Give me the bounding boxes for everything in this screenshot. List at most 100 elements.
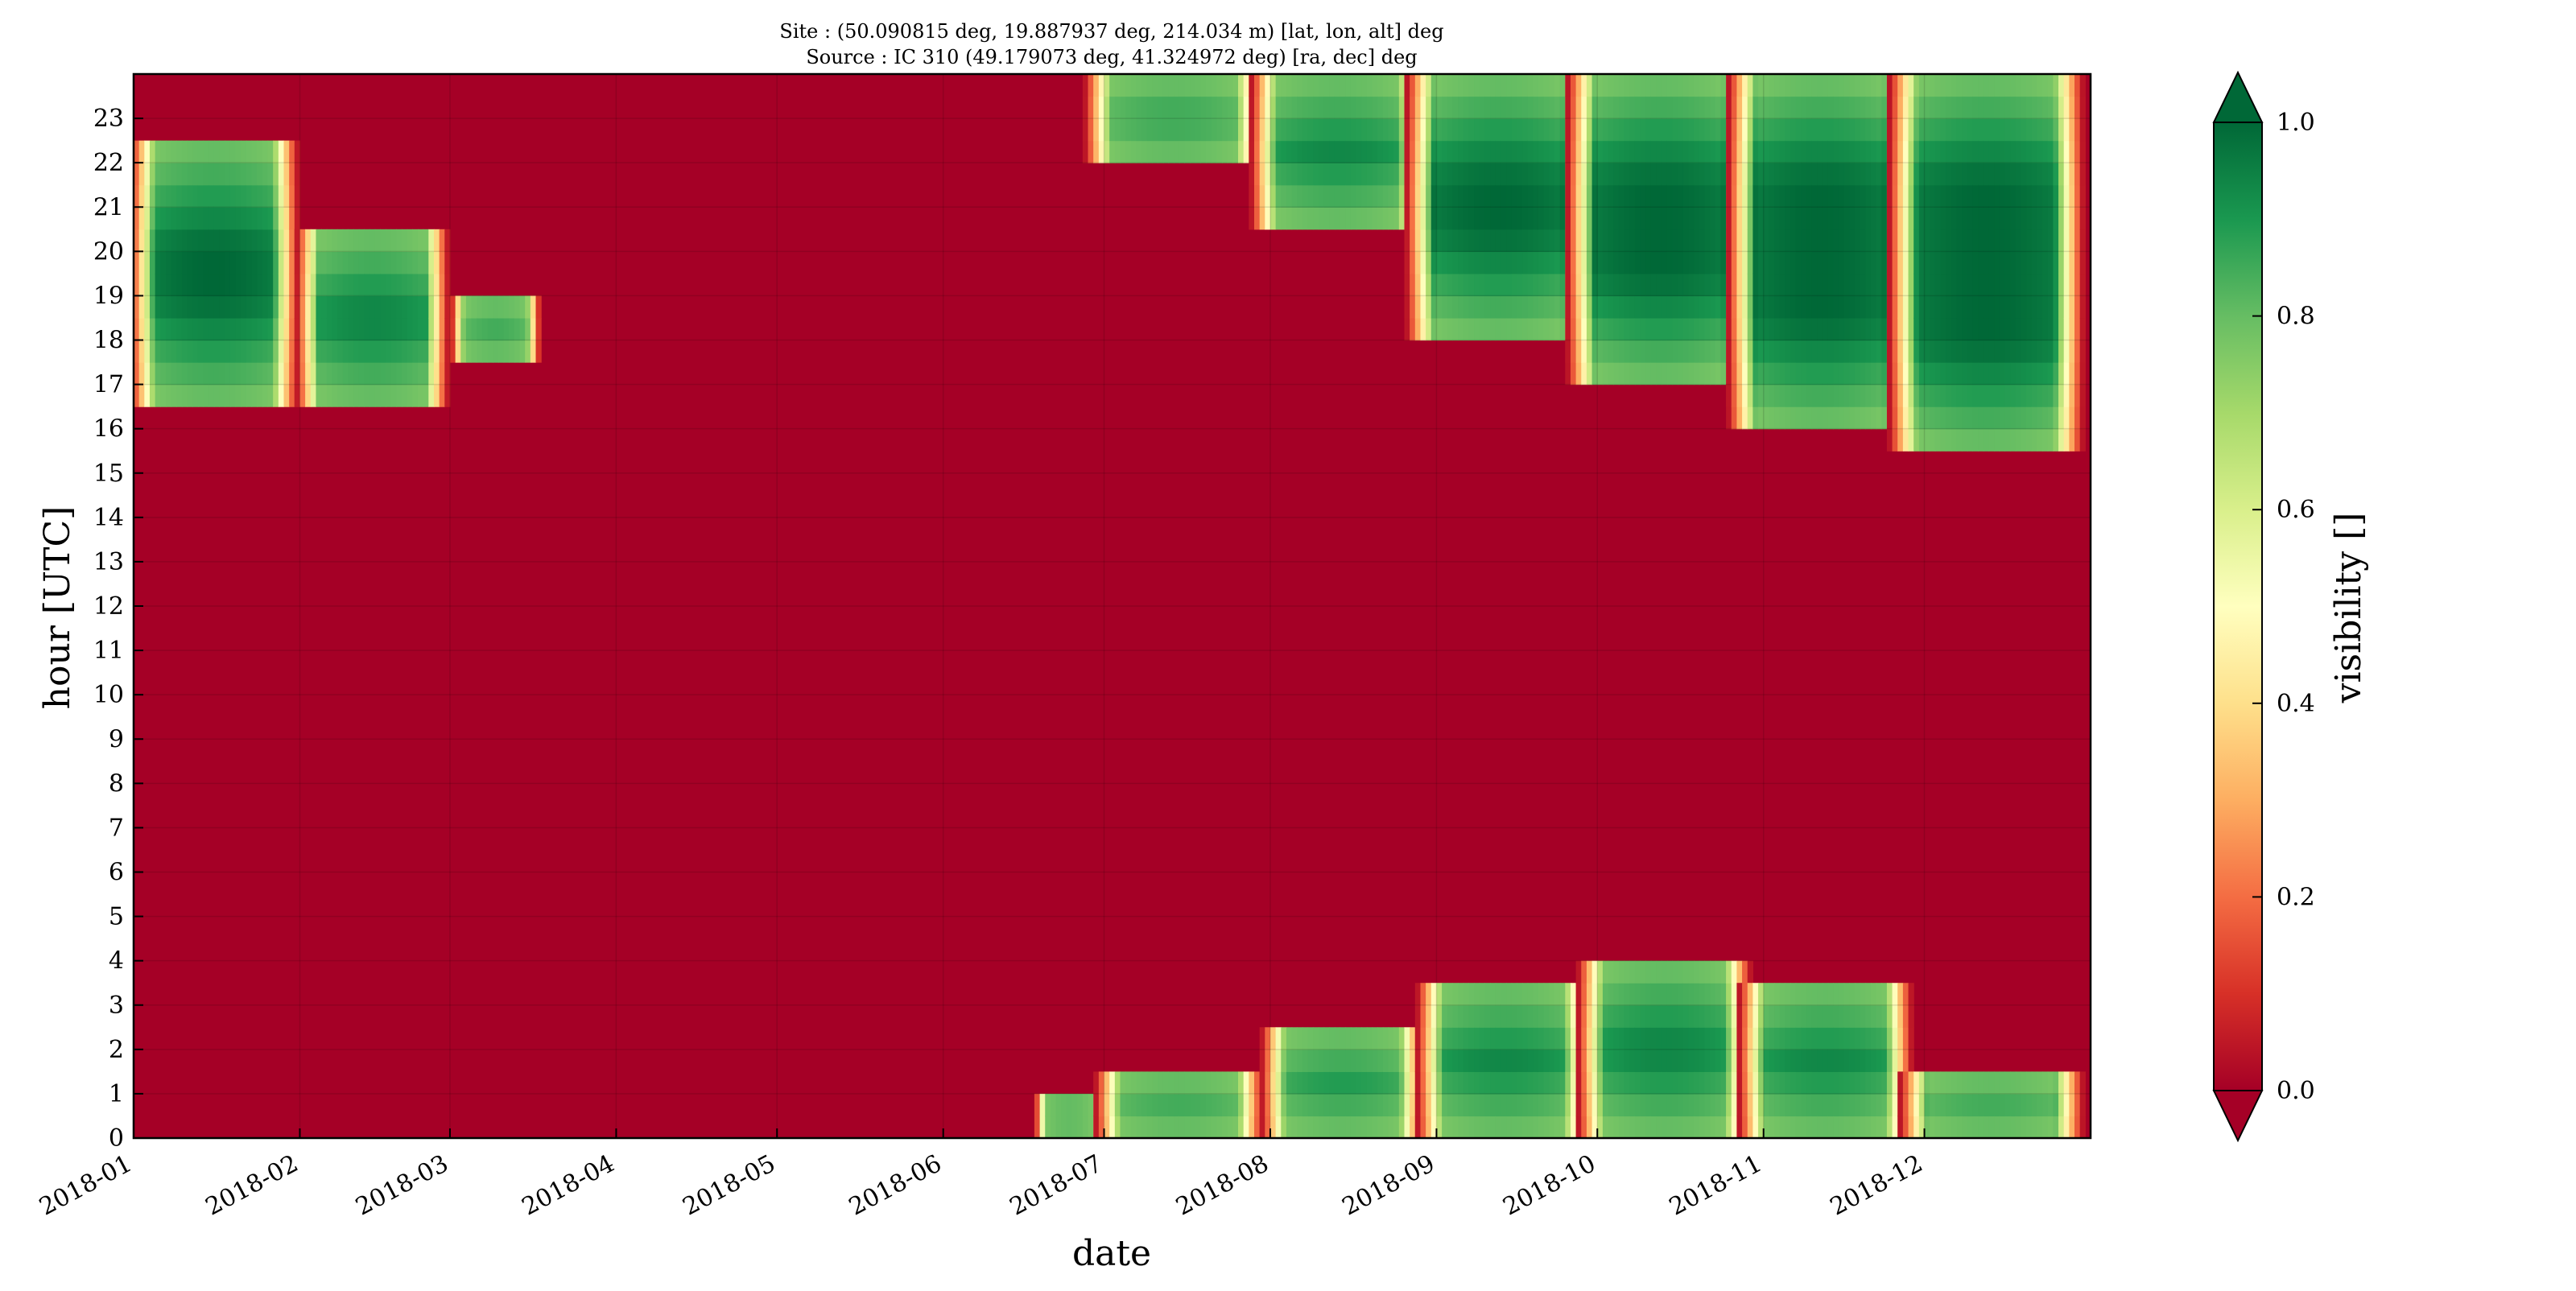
heatmap-cell xyxy=(1613,960,1620,984)
heatmap-cell xyxy=(364,340,370,363)
heatmap-cell xyxy=(1120,1116,1126,1138)
heatmap-cell xyxy=(1854,163,1861,186)
heatmap-cell xyxy=(1710,1116,1716,1138)
heatmap-cell xyxy=(1511,140,1517,163)
heatmap-cell xyxy=(1393,1049,1400,1072)
heatmap-cell xyxy=(514,317,521,341)
heatmap-cell xyxy=(2021,295,2027,319)
heatmap-cell xyxy=(1179,1116,1186,1138)
heatmap-cell xyxy=(1731,362,1738,386)
heatmap-cell xyxy=(1967,118,1974,142)
heatmap-cell xyxy=(187,207,193,230)
heatmap-cell xyxy=(1747,295,1753,319)
heatmap-cell xyxy=(1688,163,1695,186)
heatmap-cell xyxy=(1538,184,1545,208)
heatmap-cell xyxy=(2010,1093,2017,1117)
heatmap-cell xyxy=(1827,229,1834,252)
heatmap-cell xyxy=(149,384,156,407)
heatmap-cell xyxy=(348,317,354,341)
heatmap-cell xyxy=(1361,1049,1368,1072)
heatmap-cell xyxy=(1404,74,1410,97)
heatmap-cell xyxy=(1678,229,1684,252)
heatmap-cell xyxy=(444,317,451,341)
x-tick-label: 2018-10 xyxy=(1499,1149,1601,1221)
heatmap-cell xyxy=(1361,74,1368,97)
heatmap-cell xyxy=(1501,1116,1507,1138)
heatmap-cell xyxy=(1908,1116,1914,1138)
heatmap-cell xyxy=(294,207,301,230)
heatmap-cell xyxy=(1634,184,1641,208)
heatmap-cell xyxy=(1474,1093,1480,1117)
heatmap-cell xyxy=(2010,428,2017,452)
heatmap-cell xyxy=(1554,317,1561,341)
heatmap-cell xyxy=(1951,428,1958,452)
heatmap-cell xyxy=(1490,96,1496,119)
heatmap-cell xyxy=(1913,229,1920,252)
heatmap-cell xyxy=(2015,362,2022,386)
y-tick-label: 2 xyxy=(109,1036,124,1064)
heatmap-cell xyxy=(1672,118,1678,142)
heatmap-cell xyxy=(192,163,199,186)
heatmap-cell xyxy=(1694,96,1700,119)
heatmap-cell xyxy=(1817,983,1823,1006)
heatmap-cell xyxy=(1404,273,1410,297)
heatmap-cell xyxy=(1736,406,1743,430)
heatmap-cell xyxy=(2069,140,2075,163)
heatmap-cell xyxy=(1978,340,1984,363)
heatmap-cell xyxy=(1517,1049,1523,1072)
heatmap-cell xyxy=(1769,207,1775,230)
heatmap-cell xyxy=(1388,140,1394,163)
heatmap-cell xyxy=(1908,251,1914,274)
heatmap-cell xyxy=(1259,118,1265,142)
heatmap-cell xyxy=(1468,96,1475,119)
heatmap-cell xyxy=(364,273,370,297)
heatmap-cell xyxy=(1682,317,1690,341)
heatmap-cell xyxy=(2037,317,2043,341)
heatmap-cell xyxy=(1924,140,1930,163)
heatmap-cell xyxy=(1769,295,1775,319)
heatmap-cell xyxy=(1442,96,1448,119)
heatmap-cell xyxy=(2074,1116,2081,1138)
heatmap-cell xyxy=(412,251,419,274)
heatmap-cell xyxy=(1634,118,1641,142)
heatmap-cell xyxy=(1758,118,1765,142)
heatmap-cell xyxy=(1323,1093,1330,1117)
heatmap-cell xyxy=(316,273,322,297)
x-tick-label: 2018-08 xyxy=(1171,1149,1274,1221)
heatmap-cell xyxy=(1672,960,1678,984)
heatmap-cell xyxy=(1908,140,1914,163)
heatmap-cell xyxy=(1870,273,1877,297)
heatmap-cell xyxy=(1902,295,1909,319)
heatmap-cell xyxy=(2021,340,2027,363)
heatmap-cell xyxy=(1382,118,1389,142)
heatmap-cell xyxy=(171,317,177,341)
heatmap-cell xyxy=(187,384,193,407)
heatmap-cell xyxy=(1924,340,1930,363)
heatmap-cell xyxy=(1114,140,1121,163)
heatmap-cell xyxy=(1538,229,1545,252)
heatmap-cell xyxy=(1340,207,1346,230)
heatmap-cell xyxy=(1447,1049,1454,1072)
heatmap-cell xyxy=(1608,74,1614,97)
heatmap-cell xyxy=(2037,273,2043,297)
heatmap-cell xyxy=(310,384,317,407)
heatmap-cell xyxy=(2010,163,2017,186)
heatmap-cell xyxy=(2004,273,2011,297)
heatmap-cell xyxy=(1886,184,1893,208)
heatmap-cell xyxy=(1972,384,1979,407)
heatmap-cell xyxy=(171,184,177,208)
heatmap-cell xyxy=(1736,295,1743,319)
heatmap-cell xyxy=(138,295,145,319)
heatmap-cell xyxy=(433,229,440,252)
heatmap-cell xyxy=(1082,1093,1089,1117)
heatmap-cell xyxy=(155,317,161,341)
heatmap-cell xyxy=(219,140,225,163)
heatmap-cell xyxy=(1994,207,2000,230)
heatmap-cell xyxy=(1758,317,1765,341)
heatmap-cell xyxy=(326,384,333,407)
heatmap-cell xyxy=(1988,384,1995,407)
heatmap-cell xyxy=(1125,1116,1132,1138)
heatmap-cell xyxy=(2069,118,2075,142)
heatmap-cell xyxy=(2042,317,2049,341)
heatmap-cell xyxy=(144,317,151,341)
